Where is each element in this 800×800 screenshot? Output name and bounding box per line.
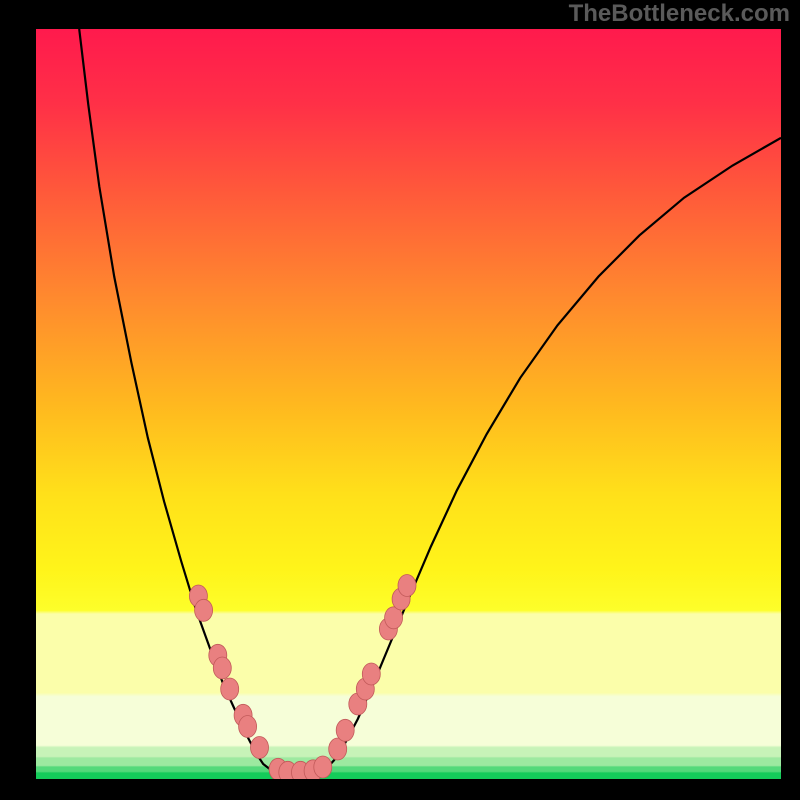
marker-valley <box>314 756 332 778</box>
chart-wrapper: TheBottleneck.com <box>0 0 800 800</box>
watermark-text: TheBottleneck.com <box>569 0 790 28</box>
chart-svg <box>36 29 781 779</box>
plot-area <box>36 29 781 779</box>
marker-right <box>398 575 416 597</box>
marker-right <box>362 663 380 685</box>
marker-left <box>195 599 213 621</box>
marker-left <box>239 716 257 738</box>
marker-left <box>251 737 269 759</box>
marker-left <box>221 678 239 700</box>
marker-left <box>213 657 231 679</box>
marker-right <box>336 719 354 741</box>
chart-background <box>36 29 781 779</box>
